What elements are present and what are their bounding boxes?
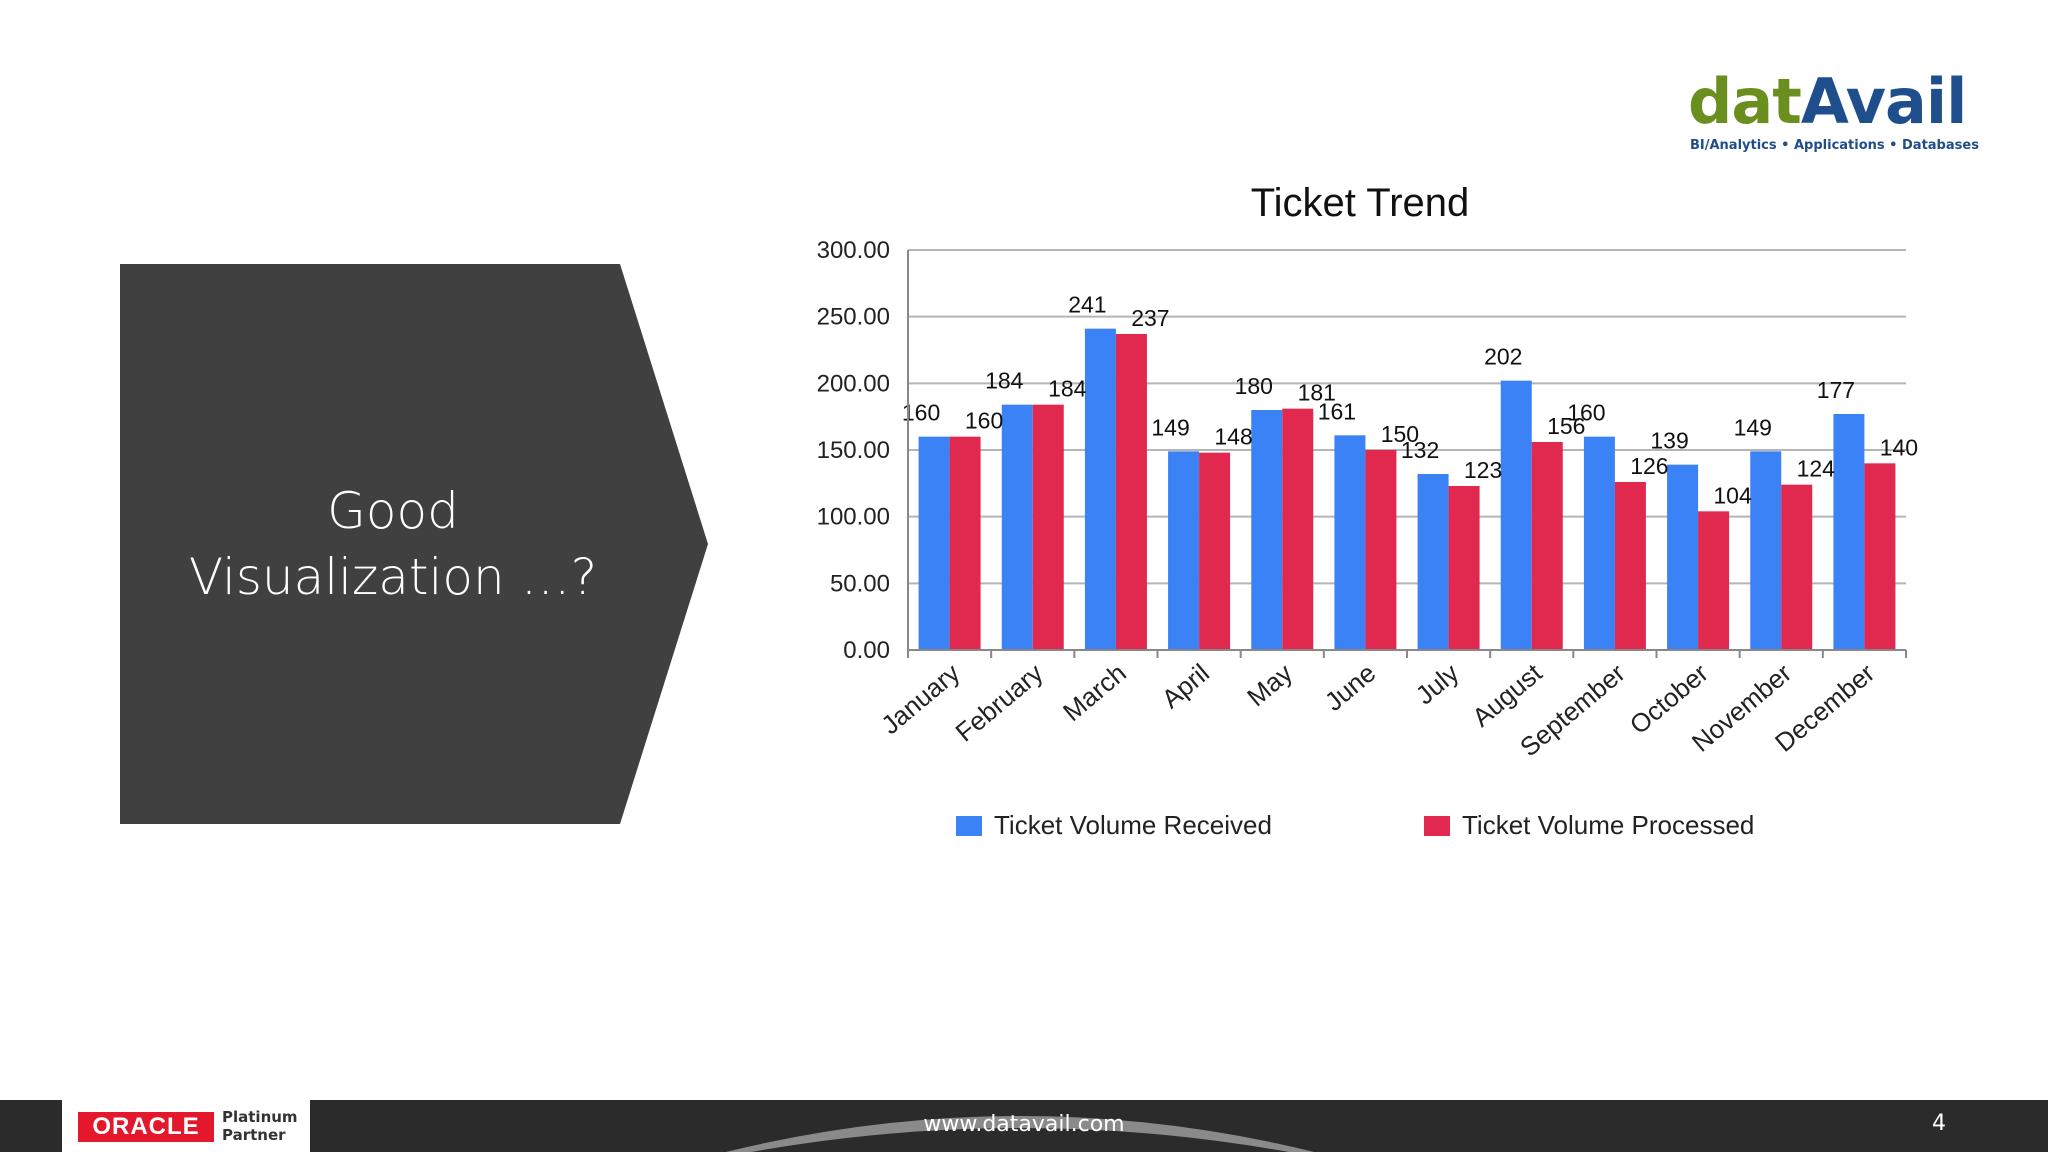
- logo-name-part1: dat: [1688, 65, 1802, 138]
- bar: [1698, 511, 1730, 650]
- data-label: 160: [965, 408, 1003, 434]
- bar: [1833, 414, 1865, 650]
- legend-swatch: [956, 816, 982, 836]
- y-tick-label: 150.00: [817, 437, 890, 464]
- chart-svg: Ticket Trend 160 160 184 184 241 237 149 148 180…: [817, 181, 1919, 840]
- panel-title-line1: Good: [327, 482, 459, 540]
- data-label: 124: [1797, 456, 1836, 482]
- data-label: 132: [1401, 437, 1439, 463]
- data-label: 104: [1713, 482, 1752, 508]
- logo-name-part2: Avail: [1800, 65, 1968, 138]
- bar: [1667, 464, 1699, 650]
- partner-label: Platinum Partner: [222, 1108, 298, 1144]
- logo-wordmark: datAvail: [1688, 62, 1967, 142]
- logo-tagline: BI/Analytics • Applications • Databases: [1690, 138, 1979, 153]
- data-label: 202: [1484, 344, 1522, 370]
- bar: [1864, 463, 1896, 650]
- bar: [1115, 334, 1147, 650]
- chart-title: Ticket Trend: [1251, 181, 1470, 225]
- y-tick-label: 100.00: [817, 504, 890, 531]
- x-tick-label: May: [1241, 658, 1298, 713]
- data-label: 184: [985, 368, 1024, 394]
- bar: [1781, 484, 1813, 650]
- data-label: 237: [1131, 305, 1169, 331]
- legend-label: Ticket Volume Processed: [1462, 810, 1754, 840]
- y-tick-label: 250.00: [817, 304, 890, 331]
- data-label: 181: [1298, 380, 1336, 406]
- legend-label: Ticket Volume Received: [994, 810, 1272, 840]
- y-tick-label: 0.00: [843, 637, 890, 664]
- bar: [1417, 474, 1449, 650]
- data-label: 184: [1048, 376, 1087, 402]
- x-tick-label: April: [1156, 658, 1215, 714]
- bars: [918, 328, 1896, 650]
- bar: [1199, 452, 1231, 650]
- legend: Ticket Volume Received Ticket Volume Proc…: [956, 810, 1754, 840]
- x-tick-label: March: [1057, 658, 1132, 727]
- bar: [1282, 408, 1314, 650]
- datavail-logo: datAvail BI/Analytics • Applications • D…: [1688, 62, 1979, 162]
- data-label: 177: [1817, 377, 1855, 403]
- data-label: 126: [1630, 453, 1668, 479]
- bar: [1334, 435, 1366, 650]
- x-tick-label: February: [950, 658, 1049, 748]
- data-label: 150: [1381, 421, 1419, 447]
- data-label: 140: [1880, 434, 1918, 460]
- bar: [1531, 442, 1563, 650]
- bar: [1084, 328, 1116, 650]
- bar: [1001, 404, 1033, 650]
- bar: [1583, 436, 1615, 650]
- bar: [1448, 486, 1480, 650]
- y-tick-label: 300.00: [817, 237, 890, 264]
- x-tick-label: June: [1319, 658, 1381, 717]
- bar: [1365, 450, 1397, 650]
- chevron-panel: Good Visualization …?: [120, 264, 708, 824]
- partner-line2: Partner: [222, 1126, 286, 1144]
- data-label: 241: [1068, 292, 1106, 318]
- partner-line1: Platinum: [222, 1108, 298, 1126]
- data-label: 156: [1547, 413, 1585, 439]
- y-tick-label: 50.00: [830, 570, 890, 597]
- panel-title-line2: Visualization …?: [188, 548, 598, 606]
- data-label: 139: [1650, 428, 1688, 454]
- panel-title: Good Visualization …?: [120, 264, 666, 824]
- data-label: 180: [1235, 373, 1273, 399]
- data-label: 160: [1567, 400, 1605, 426]
- y-tick-label: 200.00: [817, 370, 890, 397]
- bar: [1614, 482, 1646, 650]
- x-tick-label: July: [1410, 658, 1465, 711]
- footer-url[interactable]: www.datavail.com: [923, 1112, 1125, 1137]
- oracle-partner-badge: ORACLE Platinum Partner: [62, 1100, 310, 1152]
- oracle-logo: ORACLE: [78, 1112, 214, 1142]
- footer-arc-decoration: [725, 1116, 1315, 1152]
- bar: [918, 436, 950, 650]
- data-label: 161: [1318, 398, 1356, 424]
- bar: [949, 436, 981, 650]
- gridlines: [908, 249, 1906, 651]
- bar: [1750, 451, 1782, 650]
- legend-swatch: [1424, 816, 1450, 836]
- data-label: 123: [1464, 457, 1502, 483]
- data-label: 148: [1214, 424, 1252, 450]
- footer-bar: ORACLE Platinum Partner www.datavail.com…: [0, 1100, 2048, 1152]
- bar: [1168, 451, 1200, 650]
- bar: [1251, 410, 1283, 650]
- data-label: 149: [1734, 414, 1772, 440]
- bar: [1032, 404, 1064, 650]
- data-label: 149: [1151, 414, 1189, 440]
- bar: [1500, 380, 1532, 650]
- ticket-trend-chart: Ticket Trend 160 160 184 184 241 237 149 148 180…: [780, 170, 1940, 870]
- page-number: 4: [1932, 1111, 1946, 1136]
